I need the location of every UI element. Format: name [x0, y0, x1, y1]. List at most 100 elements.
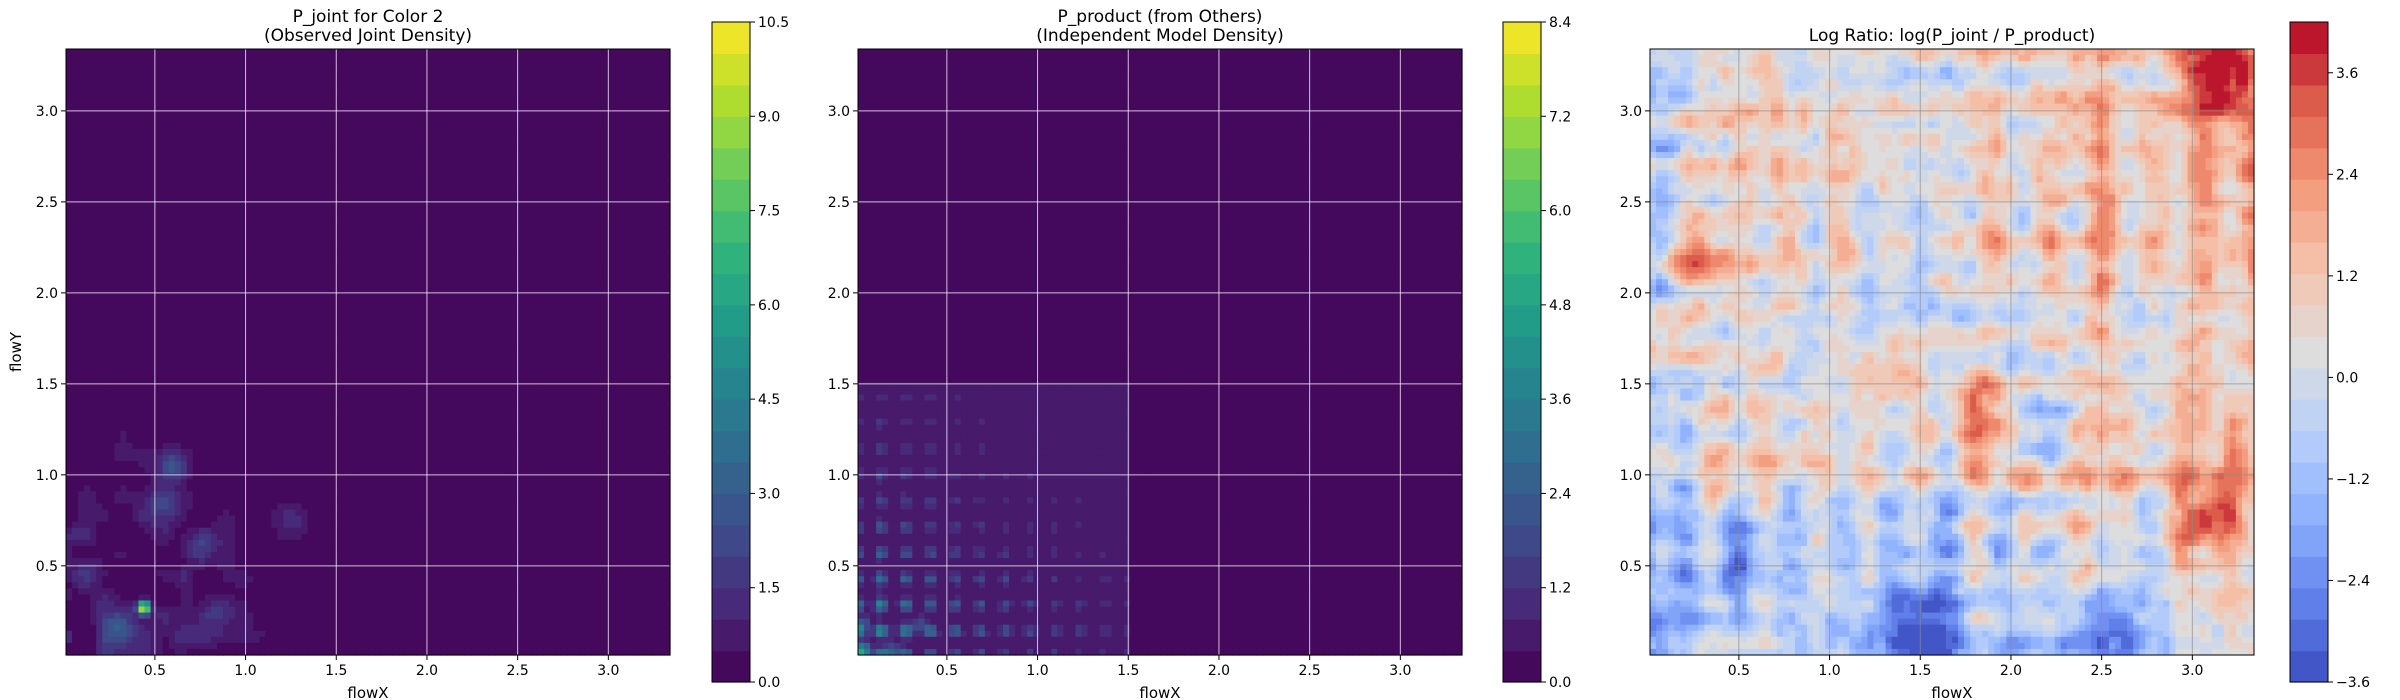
heatmap-cell	[531, 267, 538, 274]
heatmap-cell	[229, 61, 236, 68]
heatmap-cell	[392, 73, 399, 80]
heatmap-cell	[326, 85, 333, 92]
heatmap-cell	[585, 97, 592, 104]
heatmap-cell	[229, 97, 236, 104]
heatmap-cell	[465, 285, 472, 292]
heatmap-cell	[332, 134, 339, 141]
heatmap-cell	[489, 316, 496, 323]
heatmap-cell	[567, 194, 574, 201]
heatmap-cell	[434, 79, 441, 86]
heatmap-cell	[114, 128, 121, 135]
heatmap-cell	[302, 328, 309, 335]
heatmap-cell	[434, 334, 441, 341]
heatmap-cell	[453, 164, 460, 171]
heatmap-cell	[622, 152, 629, 159]
heatmap-cell	[265, 279, 272, 286]
heatmap-cell	[652, 322, 659, 329]
heatmap-cell	[72, 134, 79, 141]
heatmap-cell	[598, 316, 605, 323]
heatmap-cell	[501, 249, 508, 256]
heatmap-cell	[465, 116, 472, 123]
heatmap-cell	[374, 49, 381, 56]
heatmap-cell	[356, 146, 363, 153]
heatmap-cell	[465, 194, 472, 201]
heatmap-cell	[585, 170, 592, 177]
heatmap-cell	[265, 85, 272, 92]
heatmap-cell	[543, 194, 550, 201]
heatmap-cell	[368, 91, 375, 98]
heatmap-cell	[314, 67, 321, 74]
heatmap-cell	[271, 164, 278, 171]
heatmap-cell	[157, 85, 164, 92]
heatmap-cell	[573, 273, 580, 280]
heatmap-cell	[410, 219, 417, 226]
heatmap-cell	[235, 249, 242, 256]
heatmap-cell	[416, 231, 423, 238]
heatmap-cell	[120, 213, 127, 220]
heatmap-cell	[573, 134, 580, 141]
heatmap-cell	[132, 85, 139, 92]
heatmap-cell	[66, 225, 73, 232]
heatmap-cell	[543, 279, 550, 286]
heatmap-cell	[223, 285, 230, 292]
heatmap-cell	[187, 122, 194, 129]
heatmap-cell	[332, 73, 339, 80]
heatmap-cell	[356, 134, 363, 141]
heatmap-cell	[283, 334, 290, 341]
heatmap-cell	[549, 334, 556, 341]
heatmap-cell	[96, 55, 103, 62]
heatmap-cell	[241, 285, 248, 292]
heatmap-cell	[604, 122, 611, 129]
heatmap-cell	[374, 219, 381, 226]
heatmap-cell	[410, 116, 417, 123]
heatmap-cell	[489, 122, 496, 129]
heatmap-cell	[289, 158, 296, 165]
heatmap-cell	[422, 334, 429, 341]
heatmap-cell	[368, 255, 375, 262]
heatmap-cell	[308, 79, 315, 86]
heatmap-cell	[114, 219, 121, 226]
heatmap-cell	[459, 104, 466, 111]
heatmap-cell	[628, 346, 635, 353]
heatmap-cell	[96, 146, 103, 153]
heatmap-cell	[622, 55, 629, 62]
heatmap-cell	[277, 285, 284, 292]
heatmap-cell	[634, 55, 641, 62]
heatmap-cell	[616, 316, 623, 323]
heatmap-cell	[422, 97, 429, 104]
heatmap-cell	[169, 61, 176, 68]
heatmap-cell	[223, 279, 230, 286]
heatmap-cell	[640, 207, 647, 214]
heatmap-cell	[543, 158, 550, 165]
heatmap-cell	[102, 152, 109, 159]
heatmap-cell	[163, 104, 170, 111]
heatmap-cell	[610, 146, 617, 153]
heatmap-cell	[126, 237, 133, 244]
heatmap-cell	[585, 158, 592, 165]
heatmap-cell	[302, 279, 309, 286]
heatmap-cell	[447, 219, 454, 226]
heatmap-cell	[428, 267, 435, 274]
heatmap-cell	[453, 85, 460, 92]
heatmap-cell	[247, 140, 254, 147]
heatmap-cell	[84, 304, 91, 311]
heatmap-cell	[628, 255, 635, 262]
heatmap-cell	[555, 61, 562, 68]
heatmap-cell	[72, 261, 79, 268]
heatmap-cell	[132, 225, 139, 232]
heatmap-cell	[308, 152, 315, 159]
heatmap-cell	[187, 273, 194, 280]
heatmap-cell	[392, 297, 399, 304]
heatmap-cell	[410, 243, 417, 250]
heatmap-cell	[181, 310, 188, 317]
heatmap-cell	[114, 140, 121, 147]
heatmap-cell	[640, 176, 647, 183]
heatmap-cell	[163, 73, 170, 80]
heatmap-cell	[634, 152, 641, 159]
heatmap-cell	[120, 182, 127, 189]
heatmap-cell	[302, 304, 309, 311]
heatmap-cell	[634, 249, 641, 256]
heatmap-cell	[573, 267, 580, 274]
heatmap-cell	[157, 231, 164, 238]
heatmap-cell	[289, 73, 296, 80]
